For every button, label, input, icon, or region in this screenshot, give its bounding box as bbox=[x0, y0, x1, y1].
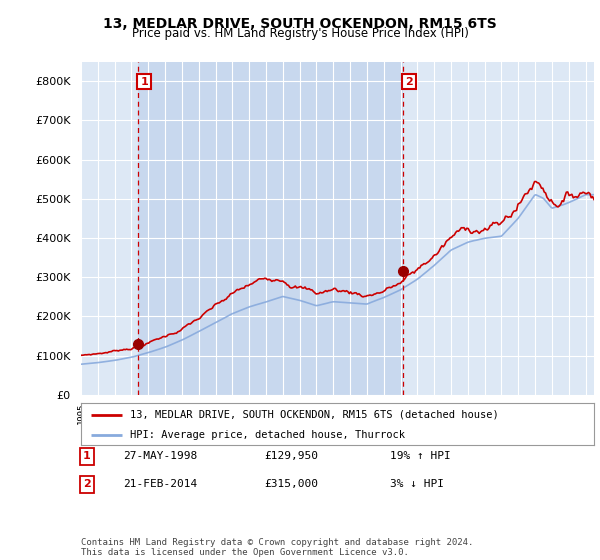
Text: Price paid vs. HM Land Registry's House Price Index (HPI): Price paid vs. HM Land Registry's House … bbox=[131, 27, 469, 40]
Text: 2: 2 bbox=[83, 479, 91, 489]
Text: 21-FEB-2014: 21-FEB-2014 bbox=[123, 479, 197, 489]
Text: £315,000: £315,000 bbox=[264, 479, 318, 489]
Text: HPI: Average price, detached house, Thurrock: HPI: Average price, detached house, Thur… bbox=[130, 430, 405, 440]
Text: Contains HM Land Registry data © Crown copyright and database right 2024.
This d: Contains HM Land Registry data © Crown c… bbox=[81, 538, 473, 557]
Text: 3% ↓ HPI: 3% ↓ HPI bbox=[390, 479, 444, 489]
Text: 1: 1 bbox=[83, 451, 91, 461]
Text: 27-MAY-1998: 27-MAY-1998 bbox=[123, 451, 197, 461]
Text: 2: 2 bbox=[405, 77, 413, 87]
Text: 13, MEDLAR DRIVE, SOUTH OCKENDON, RM15 6TS: 13, MEDLAR DRIVE, SOUTH OCKENDON, RM15 6… bbox=[103, 17, 497, 31]
Text: 13, MEDLAR DRIVE, SOUTH OCKENDON, RM15 6TS (detached house): 13, MEDLAR DRIVE, SOUTH OCKENDON, RM15 6… bbox=[130, 410, 499, 420]
Text: 1: 1 bbox=[140, 77, 148, 87]
Bar bbox=[137, 62, 403, 395]
Text: £129,950: £129,950 bbox=[264, 451, 318, 461]
Text: 19% ↑ HPI: 19% ↑ HPI bbox=[390, 451, 451, 461]
